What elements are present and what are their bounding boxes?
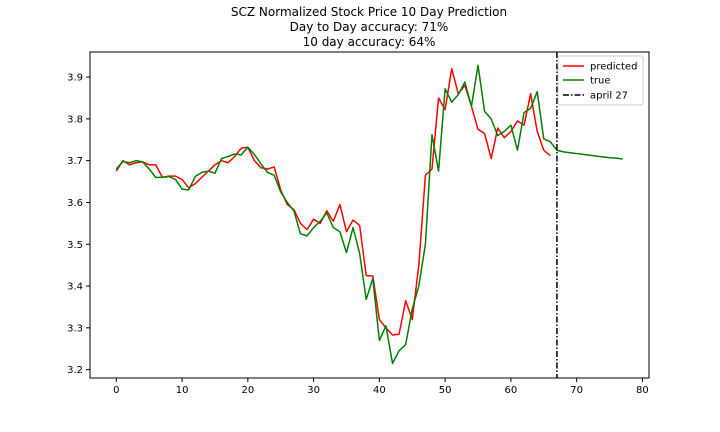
- legend: predicted true april 27: [557, 55, 644, 106]
- legend-label-true: true: [590, 76, 611, 87]
- x-axis: 0 10 20 30 40 50 60 70 80: [113, 378, 649, 396]
- x-tick-label: 10: [176, 385, 189, 396]
- y-tick-label: 3.9: [67, 73, 83, 84]
- y-tick-label: 3.5: [67, 240, 83, 251]
- legend-label-april-27: april 27: [590, 91, 628, 102]
- plot-area: [89, 51, 650, 379]
- legend-label-predicted: predicted: [590, 62, 637, 73]
- series-line-predicted: [115, 67, 551, 336]
- chart-subtitle-day-accuracy: Day to Day accuracy: 71%: [290, 20, 449, 34]
- x-tick-label: 60: [505, 385, 518, 396]
- y-axis: 3.2 3.3 3.4 3.5 3.6 3.7 3.8 3.9: [67, 73, 90, 376]
- y-tick-label: 3.8: [67, 114, 83, 125]
- y-tick-label: 3.4: [67, 282, 83, 293]
- chart-title: SCZ Normalized Stock Price 10 Day Predic…: [231, 5, 507, 19]
- x-tick-label: 70: [570, 385, 583, 396]
- x-tick-label: 30: [307, 385, 320, 396]
- legend-box: [557, 55, 644, 106]
- x-tick-label: 80: [636, 385, 649, 396]
- series-layer: [115, 52, 623, 378]
- y-tick-label: 3.6: [67, 198, 83, 209]
- chart-subtitle-ten-day-accuracy: 10 day accuracy: 64%: [303, 35, 436, 49]
- y-tick-label: 3.3: [67, 323, 83, 334]
- y-tick-label: 3.7: [67, 156, 83, 167]
- x-tick-label: 0: [113, 385, 119, 396]
- series-line-true: [115, 64, 623, 365]
- plot-frame: [89, 51, 650, 379]
- x-tick-label: 40: [373, 385, 386, 396]
- x-tick-label: 20: [241, 385, 254, 396]
- x-tick-label: 50: [439, 385, 452, 396]
- y-tick-label: 3.2: [67, 365, 83, 376]
